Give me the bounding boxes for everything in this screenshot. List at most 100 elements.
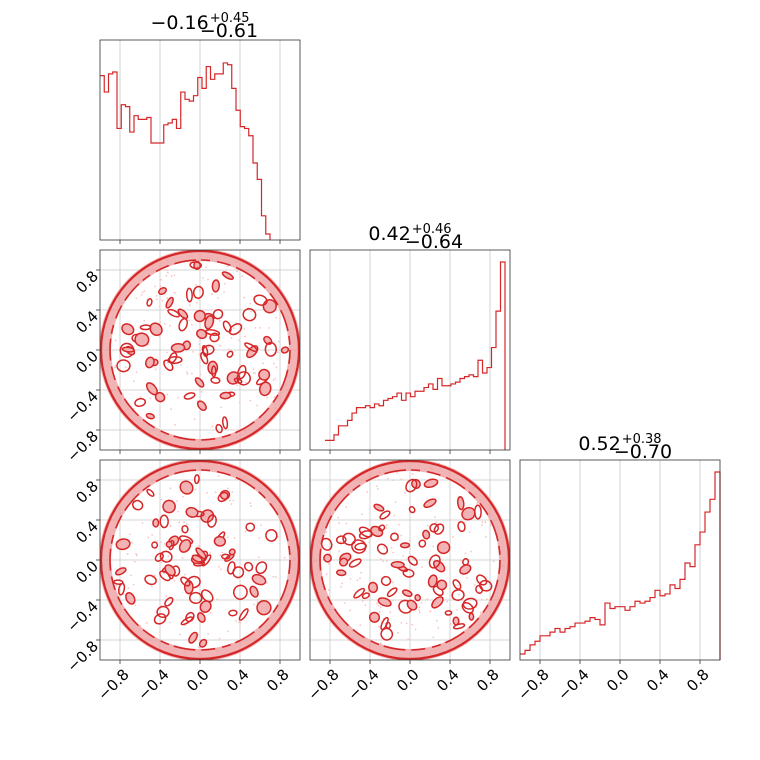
histogram-bin	[100, 76, 104, 240]
histogram-bin	[126, 107, 130, 240]
contour-blob	[452, 616, 460, 626]
sample-point	[135, 554, 138, 557]
contour-frame-2-ytick-label-4: 0.8	[72, 477, 102, 507]
histogram-bin	[384, 400, 389, 450]
contour-blob	[436, 579, 448, 591]
sample-point	[464, 552, 467, 555]
sample-point	[283, 556, 286, 559]
contour-blob	[139, 324, 152, 331]
contour-blob	[201, 554, 212, 567]
histogram-bin	[680, 579, 685, 660]
sample-point	[165, 351, 168, 354]
sample-point	[274, 377, 277, 380]
contour-blob	[255, 561, 268, 575]
contour-blob	[115, 538, 131, 551]
sample-point	[227, 630, 229, 633]
contour-blob	[373, 503, 385, 512]
sample-point	[361, 513, 363, 516]
histogram-bin	[348, 420, 353, 450]
contour-blob	[185, 287, 193, 303]
sample-point	[173, 579, 176, 582]
sample-point	[194, 577, 197, 580]
sample-point	[339, 541, 342, 543]
contour-blob	[475, 584, 484, 595]
sample-point	[135, 297, 138, 300]
contour-blob	[200, 589, 214, 603]
sample-point	[400, 534, 403, 537]
sample-point	[226, 265, 229, 268]
contour-blob	[444, 610, 453, 616]
sample-point	[277, 535, 279, 538]
contour-blob	[379, 510, 391, 520]
sample-point	[359, 624, 362, 627]
contour-blob	[189, 261, 203, 270]
histogram-bin	[645, 601, 650, 660]
contour-blob	[210, 365, 217, 378]
sample-point	[223, 291, 225, 293]
contour-frame-2-xtick-label-4: 0.8	[263, 666, 293, 696]
sample-point	[133, 380, 135, 383]
contour-blob	[183, 392, 196, 400]
histogram-bin	[620, 607, 625, 660]
sample-point	[387, 477, 389, 480]
sample-point	[259, 326, 262, 329]
contour-blob	[476, 574, 488, 586]
sample-point	[135, 552, 138, 555]
sample-point	[159, 321, 162, 323]
sample-point	[259, 524, 262, 526]
sample-point	[392, 581, 394, 584]
sample-point	[249, 302, 252, 305]
histogram-bin	[465, 377, 470, 450]
sample-point	[327, 589, 330, 591]
contour-blob	[178, 317, 189, 332]
sample-point	[209, 611, 212, 614]
sample-point	[173, 274, 176, 277]
histogram-bin	[228, 65, 232, 240]
contour-blob	[188, 631, 198, 644]
contour-blob	[232, 566, 245, 579]
contour-blob	[386, 587, 398, 598]
sample-point	[114, 364, 117, 367]
sample-point	[169, 621, 171, 624]
histogram-bin	[565, 629, 570, 660]
sample-point	[364, 604, 367, 607]
contour-blob	[144, 356, 155, 369]
contour-blob	[178, 539, 192, 553]
contour-blob	[429, 523, 440, 533]
sample-point	[267, 349, 270, 352]
sample-point	[392, 599, 395, 602]
contour-blob	[165, 296, 174, 309]
contour-blob	[188, 591, 203, 605]
sample-point	[411, 557, 414, 559]
sample-point	[134, 604, 137, 607]
sample-point	[154, 368, 157, 371]
contour-blob	[211, 279, 221, 293]
histogram-bin	[530, 645, 535, 660]
sample-point	[170, 275, 173, 278]
sample-point	[177, 510, 179, 513]
contour-blob	[418, 539, 427, 548]
sample-point	[236, 270, 238, 273]
sample-point	[277, 351, 279, 354]
histogram-bin	[366, 406, 371, 450]
sample-point	[256, 404, 258, 407]
histogram-bin	[550, 632, 555, 660]
contour-blob	[233, 584, 248, 600]
contour-blob	[389, 532, 399, 542]
sample-point	[266, 396, 269, 399]
sample-point	[177, 396, 179, 399]
contour-blob	[145, 412, 156, 420]
contour-panel-2	[100, 460, 300, 660]
contour-blob	[238, 608, 249, 621]
histogram-bin	[585, 621, 590, 660]
contour-blob	[221, 416, 229, 430]
sample-point	[153, 574, 156, 577]
sample-point	[139, 396, 142, 398]
sample-point	[459, 559, 462, 562]
sample-point	[490, 524, 493, 526]
contour-blob	[194, 377, 205, 388]
sample-point	[275, 317, 278, 319]
contour-frame-1-ytick-label-2: 0.0	[72, 347, 102, 377]
histogram-bin	[535, 641, 540, 660]
sample-point	[481, 598, 483, 601]
